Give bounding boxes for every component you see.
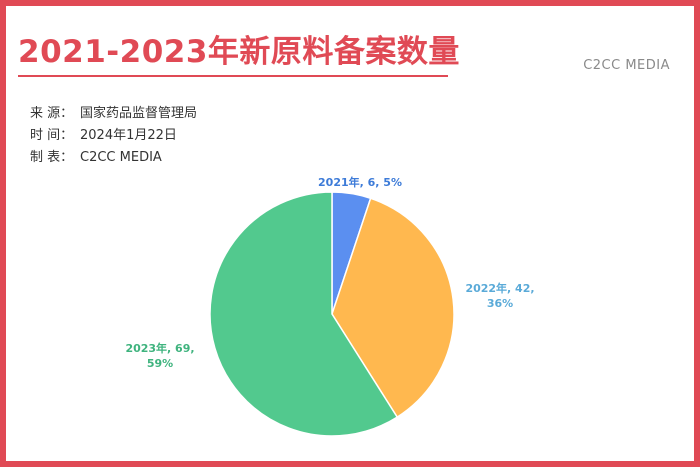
- date-line: 时 间： 2024年1月22日: [30, 125, 197, 147]
- source-label: 来 源：: [30, 106, 74, 121]
- date-label: 时 间：: [30, 128, 74, 143]
- pie-slice-2022: [331, 197, 455, 419]
- author-line: 制 表： C2CC MEDIA: [30, 147, 197, 169]
- author-value: C2CC MEDIA: [80, 150, 162, 165]
- source-line: 来 源： 国家药品监督管理局: [30, 103, 197, 125]
- brand-watermark: C2CC MEDIA: [583, 58, 670, 73]
- source-info: 来 源： 国家药品监督管理局 时 间： 2024年1月22日 制 表： C2CC ME…: [30, 103, 197, 169]
- data-label-2021: 2021年, 6, 5%: [318, 175, 402, 189]
- chart-title: 2021-2023年新原料备案数量: [18, 34, 460, 70]
- data-label-2023: 2023年, 69, 59%: [125, 341, 194, 370]
- pie-slice-2023: [209, 191, 399, 437]
- source-value: 国家药品监督管理局: [80, 106, 198, 121]
- title-underline: [18, 75, 448, 77]
- date-value: 2024年1月22日: [80, 128, 177, 143]
- author-label: 制 表：: [30, 150, 74, 165]
- data-label-2022: 2022年, 42, 36%: [465, 281, 534, 310]
